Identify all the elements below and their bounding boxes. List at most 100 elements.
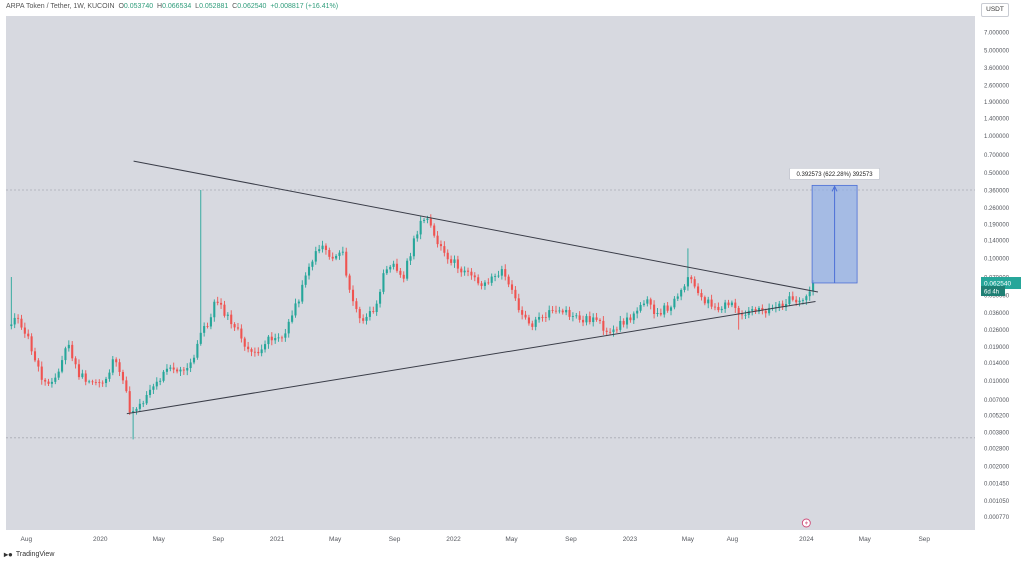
candle-body (121, 371, 125, 381)
candle-body (84, 373, 87, 382)
candle-body (676, 296, 679, 299)
tradingview-brand[interactable]: ▸● TradingView (4, 550, 54, 559)
candle-body (805, 296, 808, 301)
candle-body (230, 314, 233, 325)
candle-body (379, 291, 382, 304)
candle-body (416, 234, 419, 239)
candle-body (284, 333, 287, 338)
candle-body (781, 303, 784, 308)
candle-body (135, 408, 138, 411)
candle-body (176, 369, 179, 372)
price-axis-background (975, 16, 1024, 530)
y-tick-label: 0.260000 (984, 206, 1010, 212)
candle-body (609, 331, 612, 333)
candle-body (142, 403, 145, 405)
candle-body (551, 310, 554, 311)
candle-body (751, 309, 754, 311)
currency-button[interactable]: USDT (981, 3, 1009, 17)
candle-body (375, 303, 378, 313)
y-tick-label: 5.000000 (984, 49, 1010, 55)
candle-body (223, 304, 226, 316)
y-tick-label: 1.000000 (984, 134, 1010, 140)
candle-body (196, 343, 199, 358)
candle-body (216, 301, 219, 303)
candle-body (74, 358, 77, 365)
measure-label: 0.392573 (622.28%) 392573 (797, 172, 874, 178)
candle-body (10, 324, 13, 327)
candle-body (460, 268, 463, 273)
candle-body (697, 286, 700, 294)
candle-body (690, 277, 693, 280)
candle-body (480, 283, 483, 286)
candle-body (707, 299, 710, 304)
candle-body (741, 314, 744, 316)
candle-body (734, 302, 737, 308)
candle-body (179, 369, 182, 372)
candle-body (189, 362, 192, 369)
candle-body (531, 323, 534, 327)
candle-body (182, 369, 185, 371)
candle-body (801, 300, 804, 302)
candle-body (318, 249, 321, 252)
candle-body (385, 269, 388, 274)
candle-body (514, 289, 517, 299)
candle-body (213, 301, 216, 318)
y-tick-label: 0.007000 (984, 398, 1010, 404)
candle-body (13, 317, 16, 325)
candle-body (642, 303, 645, 305)
y-tick-label: 0.500000 (984, 171, 1010, 177)
x-tick-label: May (859, 536, 872, 543)
candle-body (37, 360, 40, 367)
candle-body (561, 310, 564, 313)
candle-body (639, 304, 642, 311)
candle-body (744, 314, 747, 316)
candle-body (304, 275, 307, 285)
candle-body (125, 380, 128, 392)
candle-body (27, 333, 30, 337)
candle-body (453, 259, 456, 263)
y-tick-label: 0.026000 (984, 328, 1010, 334)
candle-body (94, 382, 97, 383)
candle-body (466, 270, 470, 272)
candle-body (406, 260, 409, 279)
candle-body (693, 279, 696, 287)
y-tick-label: 0.140000 (984, 239, 1010, 245)
candle-body (368, 311, 371, 317)
candle-body (439, 244, 443, 247)
candle-body (40, 366, 43, 380)
candle-body (115, 359, 118, 363)
candle-body (812, 283, 815, 292)
candle-body (365, 316, 368, 321)
price-tag-countdown: 6d 4h (984, 290, 999, 296)
y-tick-label: 1.400000 (984, 116, 1010, 122)
candle-body (724, 302, 727, 309)
candle-body (67, 344, 70, 349)
candle-body (389, 266, 392, 270)
candle-body (250, 349, 253, 352)
resistance-trendline (133, 160, 819, 293)
price-tag-sub-box (981, 286, 1005, 297)
candle-body (477, 277, 480, 284)
y-tick-label: 0.100000 (984, 257, 1010, 263)
candle-body (795, 299, 798, 303)
candle-body (240, 328, 243, 339)
candle-body (504, 269, 507, 277)
y-tick-label: 0.003800 (984, 430, 1010, 436)
candle-body (331, 256, 334, 259)
candle-body (433, 225, 436, 236)
candle-body (44, 379, 47, 382)
candle-body (625, 317, 629, 325)
candle-body (392, 263, 395, 267)
candle-body (263, 344, 267, 350)
candle-body (98, 382, 101, 384)
y-tick-label: 0.001450 (984, 482, 1010, 488)
candle-body (632, 313, 635, 321)
candle-body (456, 259, 459, 269)
candle-body (236, 327, 240, 329)
candle-body (571, 316, 574, 317)
candle-body (622, 320, 625, 325)
candle-body (267, 336, 270, 345)
candle-body (104, 378, 108, 384)
candle-body (372, 311, 375, 313)
